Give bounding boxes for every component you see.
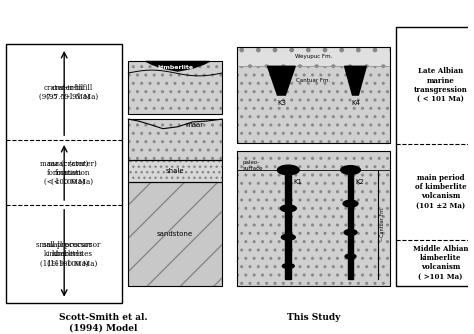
Text: maar (crater)
formation
(< 100 Ma): maar (crater) formation (< 100 Ma) (40, 159, 88, 186)
Text: K2: K2 (356, 178, 365, 184)
Ellipse shape (282, 234, 295, 240)
Bar (128, 160, 222, 181)
Text: small precursor
kimberlites
(119-100 Ma): small precursor kimberlites (119-100 Ma) (36, 241, 92, 268)
Text: maar: maar (185, 122, 203, 128)
Ellipse shape (281, 205, 296, 212)
Bar (237, 47, 390, 143)
Text: shale: shale (165, 168, 184, 174)
Bar (128, 181, 222, 286)
Bar (128, 119, 222, 160)
Polygon shape (345, 66, 366, 95)
Text: Weyupuc Fm.: Weyupuc Fm. (295, 54, 332, 59)
Text: crater-infill
(97.5 - 91 Ma): crater-infill (97.5 - 91 Ma) (46, 84, 98, 101)
Ellipse shape (277, 165, 299, 175)
Text: ~Cantuar Fm.: ~Cantuar Fm. (380, 207, 385, 241)
Text: main period
of kimberlite
volcanism
(101 ±2 Ma): main period of kimberlite volcanism (101… (415, 174, 466, 209)
Text: K4: K4 (351, 100, 360, 106)
Text: paleo-
surface: paleo- surface (243, 160, 264, 171)
Text: small precursor
kimberlites
(119-100 Ma): small precursor kimberlites (119-100 Ma) (44, 241, 101, 268)
Ellipse shape (341, 166, 360, 174)
Bar (128, 61, 222, 114)
Bar (128, 119, 222, 160)
Text: Scott-Smith et al.
(1994) Model: Scott-Smith et al. (1994) Model (59, 313, 148, 332)
Bar (237, 47, 390, 143)
Bar (237, 151, 390, 286)
Bar (396, 27, 474, 286)
Text: This Study: This Study (287, 313, 340, 322)
Bar (128, 61, 222, 114)
Polygon shape (146, 61, 210, 71)
Bar (128, 181, 222, 286)
Polygon shape (347, 170, 354, 279)
Text: crater-infill
(97.5 - 91 Ma): crater-infill (97.5 - 91 Ma) (39, 84, 90, 101)
Polygon shape (285, 170, 292, 279)
Text: K3: K3 (277, 100, 286, 106)
Bar (237, 151, 390, 286)
Polygon shape (268, 66, 295, 95)
Bar (128, 160, 222, 181)
Bar (237, 47, 390, 66)
Bar (6, 44, 122, 304)
Text: Late Albian
marine
transgression
( < 101 Ma): Late Albian marine transgression ( < 101… (413, 67, 467, 103)
Text: Middle Albian
kimberlite
volcanism
( >101 Ma): Middle Albian kimberlite volcanism ( >10… (413, 245, 468, 281)
Text: kimberlite: kimberlite (157, 65, 193, 70)
Text: Cantuar Fm.: Cantuar Fm. (296, 78, 330, 83)
Text: sandstone: sandstone (157, 231, 193, 237)
Ellipse shape (343, 200, 358, 207)
Text: K1: K1 (293, 178, 302, 184)
Ellipse shape (345, 254, 356, 259)
Text: maar (crater)
formation
(< 100 Ma): maar (crater) formation (< 100 Ma) (48, 159, 97, 186)
Ellipse shape (344, 229, 357, 235)
Ellipse shape (283, 264, 294, 269)
